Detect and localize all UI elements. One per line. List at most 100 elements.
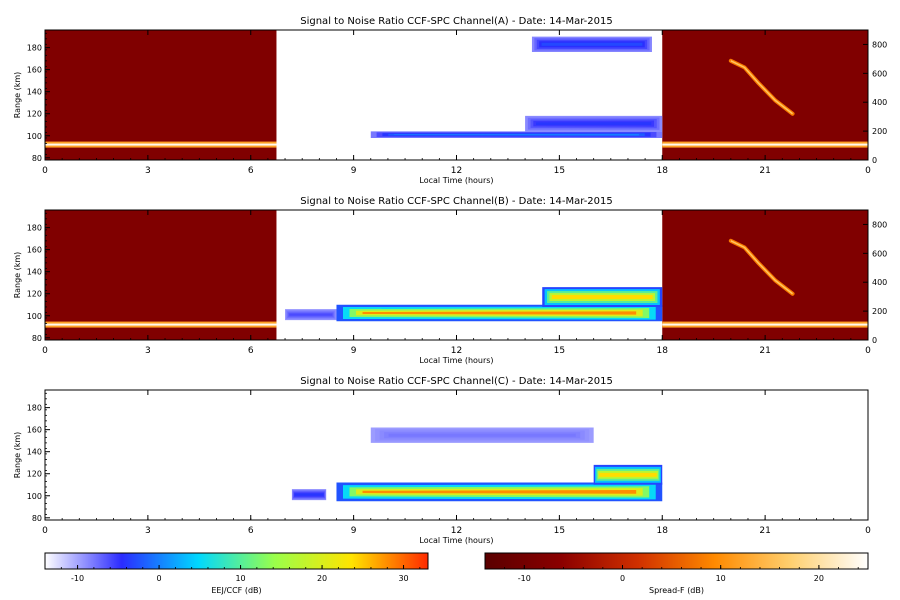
colorbar-tick-label: 20 [814, 574, 824, 583]
right-y-tick-label: 0 [872, 156, 877, 165]
spreadf-block [662, 30, 868, 160]
right-y-tick-label: 0 [872, 336, 877, 345]
colorbar-gradient [484, 552, 869, 570]
x-axis-label: Local Time (hours) [419, 536, 493, 545]
y-tick-label: 100 [27, 492, 42, 501]
x-tick-label: 6 [248, 166, 254, 176]
eej-feature [599, 472, 657, 477]
colorbar-tick-label: 30 [398, 574, 408, 583]
x-tick-label: 15 [554, 526, 565, 536]
eej-feature [394, 134, 639, 136]
x-tick-label: 21 [759, 526, 770, 536]
y-axis-label: Range (km) [13, 252, 22, 299]
x-tick-label: 3 [145, 526, 151, 536]
x-tick-label: 0 [42, 166, 48, 176]
chart-title: Signal to Noise Ratio CCF-SPC Channel(C)… [300, 376, 613, 387]
y-tick-label: 120 [27, 290, 42, 299]
plot-area [45, 210, 868, 340]
x-tick-label: 9 [351, 526, 357, 536]
x-axis-label: Local Time (hours) [419, 176, 493, 185]
x-tick-label: 6 [248, 526, 254, 536]
right-y-tick-label: 400 [872, 278, 887, 287]
eej-feature [388, 433, 576, 437]
y-axis-label: Range (km) [13, 432, 22, 479]
right-y-tick-label: 600 [872, 249, 887, 258]
y-tick-label: 180 [27, 44, 42, 53]
x-tick-label: 3 [145, 166, 151, 176]
x-tick-label: 0 [42, 526, 48, 536]
x-axis-label: Local Time (hours) [419, 356, 493, 365]
panel-2: Signal to Noise Ratio CCF-SPC Channel(B)… [13, 196, 887, 365]
chart-title: Signal to Noise Ratio CCF-SPC Channel(A)… [300, 16, 612, 27]
colorbar-tick-label: -10 [518, 574, 531, 583]
y-tick-label: 180 [27, 404, 42, 413]
plot-area [45, 30, 868, 160]
x-tick-label: 21 [759, 346, 770, 356]
eej-feature [362, 490, 637, 494]
spreadf-plume-core [730, 60, 794, 115]
x-tick-label: 3 [145, 346, 151, 356]
x-tick-label: 9 [351, 166, 357, 176]
y-tick-label: 100 [27, 132, 42, 141]
eej-feature [294, 493, 324, 496]
x-tick-label: 12 [451, 166, 462, 176]
colorbar-tick-label: -10 [71, 574, 84, 583]
spreadf-block [662, 210, 868, 340]
spreadf-echo-core [662, 143, 868, 146]
x-tick-label: 15 [554, 166, 565, 176]
right-y-tick-label: 200 [872, 307, 887, 316]
eej-feature [536, 122, 652, 126]
panel-3: Signal to Noise Ratio CCF-SPC Channel(C)… [13, 376, 871, 545]
y-tick-label: 160 [27, 246, 42, 255]
y-tick-label: 80 [32, 334, 42, 343]
eej-feature [541, 42, 643, 46]
colorbars: -10 0 10 20 30 EEJ/CCF (dB) -10 0 10 20 Spread-F (… [44, 552, 869, 595]
right-y-tick-label: 800 [872, 220, 887, 229]
right-y-tick-label: 800 [872, 40, 887, 49]
right-y-tick-label: 400 [872, 98, 887, 107]
right-y-tick-label: 200 [872, 127, 887, 136]
colorbar-label: Spread-F (dB) [649, 586, 704, 595]
x-tick-label: 15 [554, 346, 565, 356]
x-tick-label: 12 [451, 346, 462, 356]
y-tick-label: 140 [27, 268, 42, 277]
y-tick-label: 80 [32, 514, 42, 523]
colorbar-tick-label: 0 [157, 574, 162, 583]
spreadf-echo-core [45, 323, 277, 326]
colorbar-1: -10 0 10 20 30 EEJ/CCF (dB) [44, 552, 429, 595]
x-tick-label: 18 [657, 166, 669, 176]
panels: Signal to Noise Ratio CCF-SPC Channel(A)… [13, 16, 887, 545]
colorbar-label: EEJ/CCF (dB) [211, 586, 261, 595]
spreadf-echo-core [662, 323, 868, 326]
x-tick-label: 12 [451, 526, 462, 536]
colorbar-tick-label: 10 [716, 574, 726, 583]
y-tick-label: 80 [32, 154, 42, 163]
x-tick-label: 18 [657, 346, 669, 356]
y-tick-label: 120 [27, 110, 42, 119]
y-tick-label: 100 [27, 312, 42, 321]
x-tick-label: 0 [865, 346, 871, 356]
x-tick-label: 0 [865, 526, 871, 536]
eej-feature [289, 313, 333, 316]
y-axis-label: Range (km) [13, 72, 22, 119]
x-tick-label: 21 [759, 166, 770, 176]
x-tick-label: 0 [42, 346, 48, 356]
x-tick-label: 18 [657, 526, 669, 536]
eej-feature [551, 295, 653, 300]
plot-area [45, 390, 868, 520]
y-tick-label: 120 [27, 470, 42, 479]
spreadf-echo-core [45, 143, 277, 146]
right-y-tick-label: 600 [872, 69, 887, 78]
y-tick-label: 160 [27, 66, 42, 75]
y-tick-label: 140 [27, 88, 42, 97]
colorbar-gradient [44, 552, 429, 570]
spreadf-plume-core [730, 240, 794, 295]
x-tick-label: 0 [865, 166, 871, 176]
colorbar-tick-label: 0 [620, 574, 625, 583]
panel-1: Signal to Noise Ratio CCF-SPC Channel(A)… [13, 16, 887, 185]
x-tick-label: 6 [248, 346, 254, 356]
colorbar-tick-label: 10 [235, 574, 245, 583]
chart-title: Signal to Noise Ratio CCF-SPC Channel(B)… [300, 196, 613, 207]
x-tick-label: 9 [351, 346, 357, 356]
